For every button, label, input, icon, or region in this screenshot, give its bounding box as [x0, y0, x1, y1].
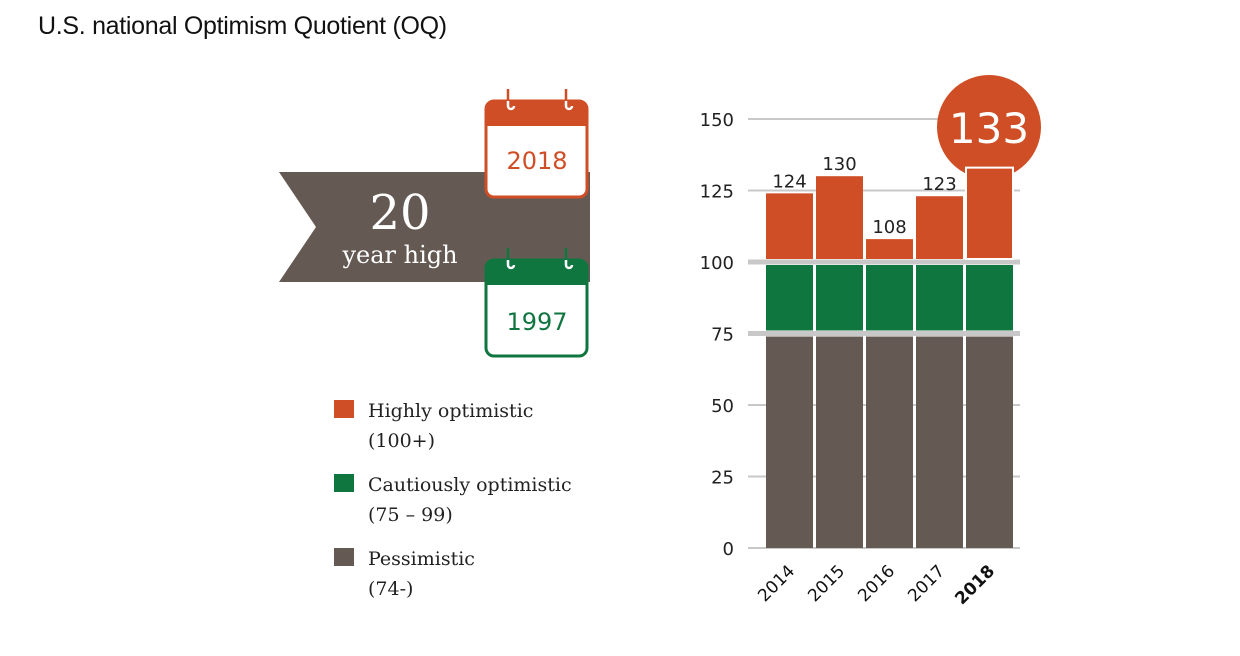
calendar-year-2018: 2018	[506, 147, 567, 175]
y-tick-label: 75	[711, 325, 734, 346]
legend-swatch	[334, 548, 354, 566]
x-tick-label: 2017	[904, 561, 949, 606]
legend-label-text: Highly optimistic	[368, 400, 534, 422]
x-tick-label: 2016	[854, 561, 899, 606]
calendar-icon: 1997	[484, 248, 589, 358]
x-tick-label: 2014	[754, 561, 799, 606]
bar-segment-2018-cautious	[966, 265, 1013, 331]
legend-label-text: Pessimistic	[368, 548, 475, 570]
bar-segment-2017-pessimistic	[916, 336, 963, 548]
data-label: 123	[922, 174, 956, 195]
calendar-year-1997: 1997	[506, 308, 567, 336]
bar-segment-2016-pessimistic	[866, 336, 913, 548]
bar-segment-2014-cautious	[766, 265, 813, 331]
banner-ribbon	[279, 172, 590, 282]
calendar-icon: 2018	[484, 89, 589, 199]
legend-swatch	[334, 474, 354, 492]
bar-segment-2018-highly	[965, 166, 1014, 260]
bar-segment-2015-highly	[816, 176, 863, 259]
data-label: 124	[772, 171, 806, 192]
banner-number: 20	[369, 185, 430, 241]
legend-label: Pessimistic (74-)	[368, 544, 475, 604]
legend-range-text: (74-)	[368, 578, 414, 600]
legend-label: Cautiously optimistic (75 – 99)	[368, 470, 572, 530]
bar-segment-2016-cautious	[866, 265, 913, 331]
bar-segment-2015-pessimistic	[816, 336, 863, 548]
legend-label-text: Cautiously optimistic	[368, 474, 572, 496]
banner-text: year high	[341, 241, 457, 269]
bar-segment-2017-highly	[916, 196, 963, 259]
bar-segment-2014-highly	[766, 193, 813, 259]
y-tick-label: 125	[700, 182, 734, 203]
chart-title: U.S. national Optimism Quotient (OQ)	[38, 12, 447, 40]
data-label: 108	[872, 217, 906, 238]
x-tick-label: 2018	[951, 561, 999, 609]
bar-segment-2017-cautious	[916, 265, 963, 331]
bar-chart: 0 25 50 75 100 125 150 124 2014 130 2015 108 2016 123…	[700, 75, 1041, 609]
legend-label: Highly optimistic (100+)	[368, 396, 533, 456]
y-tick-label: 50	[711, 396, 734, 417]
data-label: 130	[822, 154, 856, 175]
y-tick-label: 0	[723, 539, 734, 560]
highlight-value-label: 133	[949, 104, 1029, 153]
x-tick-label: 2015	[804, 561, 849, 606]
y-tick-label: 25	[711, 468, 734, 489]
legend-range-text: (100+)	[368, 430, 436, 452]
bar-segment-2014-pessimistic	[766, 336, 813, 548]
legend-range-text: (75 – 99)	[368, 504, 453, 526]
y-tick-label: 150	[700, 110, 734, 131]
legend-swatch	[334, 400, 354, 418]
year-high-banner: 20 year high	[279, 172, 590, 282]
highlight-circle	[937, 75, 1041, 179]
bar-segment-2015-cautious	[816, 265, 863, 331]
bar-segment-2016-highly	[866, 239, 913, 259]
y-tick-label: 100	[700, 253, 734, 274]
bar-segment-2018-pessimistic	[966, 336, 1013, 548]
